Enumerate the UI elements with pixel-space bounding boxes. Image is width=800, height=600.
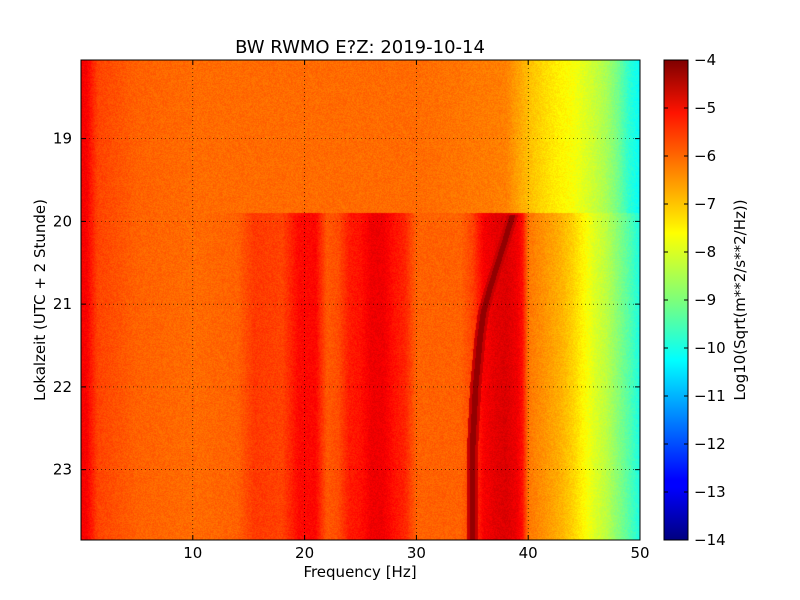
colorbar-tick-label: −14 <box>694 531 726 549</box>
colorbar-tick-label: −13 <box>694 483 726 501</box>
chart-title: BW RWMO E?Z: 2019-10-14 <box>235 37 485 58</box>
y-tick-label: 20 <box>53 212 72 230</box>
x-tick-labels: 10 20 30 40 50 <box>183 544 649 562</box>
colorbar-ticks: −4 −5 −6 −7 −8 −9 −10 −11 −12 −13 −14 <box>664 51 726 549</box>
colorbar-tick-label: −4 <box>694 51 716 69</box>
colorbar: −4 −5 −6 −7 −8 −9 −10 −11 −12 −13 −14 Log10(Sqrt(m… <box>663 51 749 549</box>
colorbar-tick-label: −12 <box>694 435 726 453</box>
spectrogram-heatmap <box>81 60 640 540</box>
colorbar-tick-label: −10 <box>694 339 726 357</box>
colorbar-tick-label: −9 <box>694 291 716 309</box>
x-tick-label: 30 <box>407 544 426 562</box>
colorbar-tick-label: −7 <box>694 195 716 213</box>
x-tick-label: 40 <box>519 544 538 562</box>
y-tick-label: 22 <box>53 378 72 396</box>
y-tick-label: 21 <box>53 295 72 313</box>
y-tick-label: 23 <box>53 461 72 479</box>
x-tick-label: 20 <box>295 544 314 562</box>
grid-lines <box>81 60 640 540</box>
y-tick-label: 19 <box>53 130 72 148</box>
colorbar-tick-label: −5 <box>694 99 716 117</box>
x-tick-label: 50 <box>630 544 649 562</box>
plot-frame <box>80 59 641 541</box>
colorbar-tick-label: −6 <box>694 147 716 165</box>
x-axis-label: Frequency [Hz] <box>303 563 416 581</box>
y-axis-label: Lokalzeit (UTC + 2 Stunde) <box>31 199 49 401</box>
y-tick-labels: 19 20 21 22 23 <box>53 130 72 479</box>
colorbar-label: Log10(Sqrt(m**2/s**2/Hz)) <box>731 199 749 400</box>
x-tick-label: 10 <box>183 544 202 562</box>
plot-area <box>80 59 641 541</box>
colorbar-tick-label: −11 <box>694 387 726 405</box>
colorbar-tick-label: −8 <box>694 243 716 261</box>
